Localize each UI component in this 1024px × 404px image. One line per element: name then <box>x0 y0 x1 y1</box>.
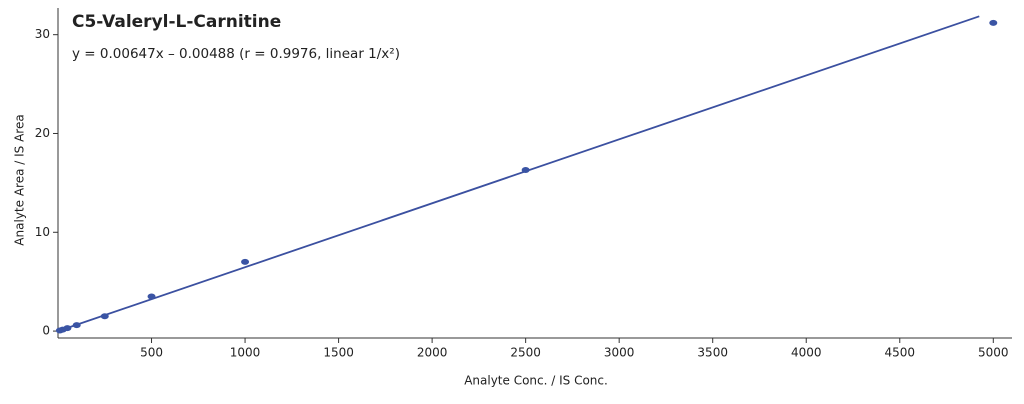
x-tick-label: 3000 <box>604 346 635 360</box>
fit-line <box>57 15 980 332</box>
x-tick-label: 4500 <box>884 346 915 360</box>
y-tick-label: 30 <box>35 27 50 41</box>
data-point <box>147 293 156 300</box>
data-point <box>521 167 530 174</box>
x-tick-label: 500 <box>140 346 163 360</box>
x-tick-label: 2000 <box>417 346 448 360</box>
data-point <box>241 258 250 265</box>
x-tick-label: 2500 <box>510 346 541 360</box>
x-tick-label: 1000 <box>230 346 261 360</box>
data-point <box>100 313 109 320</box>
x-tick-label: 5000 <box>978 346 1009 360</box>
x-tick-label: 3500 <box>697 346 728 360</box>
data-point <box>72 322 81 329</box>
chart-title: C5-Valeryl-L-Carnitine <box>72 12 281 32</box>
x-tick-label: 4000 <box>791 346 822 360</box>
x-axis-label: Analyte Conc. / IS Conc. <box>464 374 608 388</box>
chart-subtitle: y = 0.00647x – 0.00488 (r = 0.9976, line… <box>72 46 400 62</box>
y-tick-label: 0 <box>42 324 50 338</box>
y-axis-label: Analyte Area / IS Area <box>13 114 27 245</box>
y-tick-label: 10 <box>35 225 50 239</box>
data-point <box>63 325 72 332</box>
data-point <box>989 19 998 26</box>
y-tick-label: 20 <box>35 126 50 140</box>
x-tick-label: 1500 <box>323 346 354 360</box>
